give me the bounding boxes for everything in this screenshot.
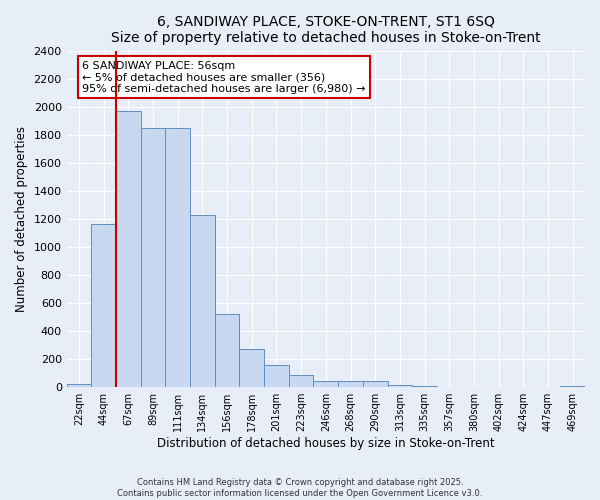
Bar	[437, 386, 461, 387]
Bar	[560, 386, 585, 387]
Bar	[412, 386, 437, 387]
Text: 6 SANDIWAY PLACE: 56sqm
← 5% of detached houses are smaller (356)
95% of semi-de: 6 SANDIWAY PLACE: 56sqm ← 5% of detached…	[82, 60, 366, 94]
Bar	[67, 384, 91, 387]
Bar	[239, 348, 264, 387]
Bar	[190, 214, 215, 387]
Bar	[289, 374, 313, 387]
Bar	[388, 385, 412, 387]
Bar	[313, 382, 338, 387]
Bar	[91, 224, 116, 387]
Bar	[166, 128, 190, 387]
Bar	[215, 314, 239, 387]
Bar	[116, 111, 141, 387]
Title: 6, SANDIWAY PLACE, STOKE-ON-TRENT, ST1 6SQ
Size of property relative to detached: 6, SANDIWAY PLACE, STOKE-ON-TRENT, ST1 6…	[111, 15, 541, 45]
Text: Contains HM Land Registry data © Crown copyright and database right 2025.
Contai: Contains HM Land Registry data © Crown c…	[118, 478, 482, 498]
Bar	[338, 382, 363, 387]
X-axis label: Distribution of detached houses by size in Stoke-on-Trent: Distribution of detached houses by size …	[157, 437, 494, 450]
Bar	[461, 386, 486, 387]
Bar	[264, 366, 289, 387]
Y-axis label: Number of detached properties: Number of detached properties	[15, 126, 28, 312]
Bar	[486, 386, 511, 387]
Bar	[141, 128, 166, 387]
Bar	[363, 382, 388, 387]
